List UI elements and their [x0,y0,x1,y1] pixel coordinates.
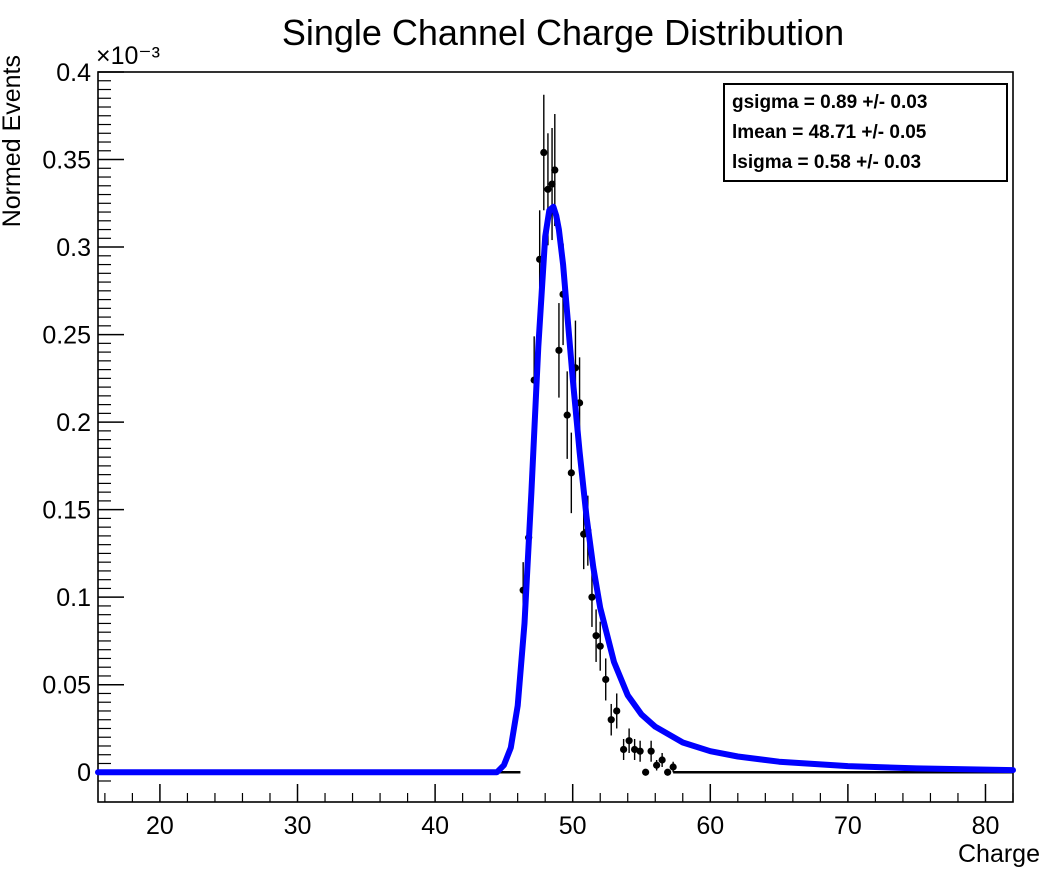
y-tick-label: 0.4 [56,59,91,87]
x-axis-title: Charge [958,840,1040,868]
chart-title: Single Channel Charge Distribution [282,12,844,53]
y-tick-label: 0.3 [56,234,91,262]
data-point [642,768,650,776]
data-point [544,185,552,193]
y-tick-label: 0.2 [56,409,91,437]
data-point [563,411,571,419]
data-point [664,768,672,776]
y-axis: 0 0.05 0.1 0.15 0.2 0.25 0.3 0.35 0.4 [42,59,124,787]
data-point [548,180,556,188]
data-point [596,642,604,650]
x-tick-label: 20 [146,812,174,840]
x-axis: 20 30 40 50 60 70 80 [104,784,1014,840]
data-point [540,148,548,157]
data-point [647,747,655,755]
data-point [669,763,677,771]
y-axis-title: Normed Events [0,55,26,227]
data-point [631,745,639,754]
stats-gsigma: gsigma = 0.89 +/- 0.03 [732,92,927,113]
stats-lmean: lmean = 48.71 +/- 0.05 [732,122,927,143]
fit-curve [95,203,1016,776]
y-tick-label: 0.05 [42,672,91,700]
stats-lsigma: lsigma = 0.58 +/- 0.03 [732,152,921,173]
data-point [555,346,563,354]
stats-box: gsigma = 0.89 +/- 0.03 lmean = 48.71 +/-… [723,83,1008,182]
data-point [602,675,610,684]
data-point [653,761,661,769]
x-tick-label: 80 [972,812,1000,840]
x-tick-label: 30 [284,812,312,840]
x-tick-label: 50 [559,812,587,840]
y-tick-label: 0.35 [42,147,91,175]
data-point [607,716,615,724]
data-point [636,747,644,755]
data-point [551,166,559,174]
data-point [567,469,575,477]
y-tick-label: 0.15 [42,497,91,525]
data-point [588,593,596,601]
plot-area [97,71,1014,803]
y-tick-label: 0.25 [42,322,91,350]
fit-curve-group [95,203,1016,776]
x-tick-label: 70 [834,812,862,840]
x-tick-label: 60 [696,812,724,840]
y-exponent-label: ×10⁻³ [96,42,160,70]
x-tick-label: 40 [421,812,449,840]
plot-frame [97,71,1014,803]
y-tick-label: 0 [77,759,91,787]
data-point [625,737,633,745]
y-tick-label: 0.1 [56,584,91,612]
data-point [613,707,621,715]
data-points [98,94,1013,776]
stats-box-frame [723,83,1008,182]
data-point [592,632,600,640]
data-point [658,756,666,764]
data-point [620,745,628,754]
